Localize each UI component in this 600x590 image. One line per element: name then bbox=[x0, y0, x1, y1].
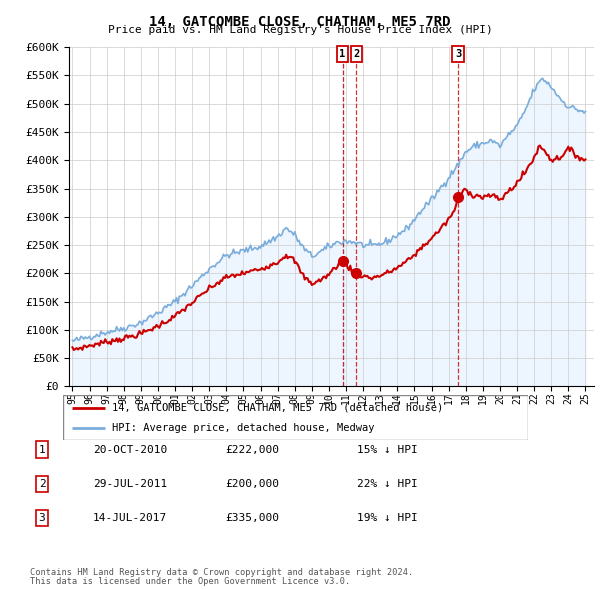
Text: 14-JUL-2017: 14-JUL-2017 bbox=[93, 513, 167, 523]
Text: 1: 1 bbox=[38, 445, 46, 454]
Text: 1: 1 bbox=[340, 49, 346, 59]
Text: 14, GATCOMBE CLOSE, CHATHAM, ME5 7RD (detached house): 14, GATCOMBE CLOSE, CHATHAM, ME5 7RD (de… bbox=[112, 403, 443, 412]
Text: 19% ↓ HPI: 19% ↓ HPI bbox=[357, 513, 418, 523]
Text: 2: 2 bbox=[38, 479, 46, 489]
Text: This data is licensed under the Open Government Licence v3.0.: This data is licensed under the Open Gov… bbox=[30, 578, 350, 586]
Text: £200,000: £200,000 bbox=[225, 479, 279, 489]
Text: 3: 3 bbox=[38, 513, 46, 523]
Text: Price paid vs. HM Land Registry's House Price Index (HPI): Price paid vs. HM Land Registry's House … bbox=[107, 25, 493, 35]
Text: £335,000: £335,000 bbox=[225, 513, 279, 523]
Text: HPI: Average price, detached house, Medway: HPI: Average price, detached house, Medw… bbox=[112, 424, 374, 434]
Text: 14, GATCOMBE CLOSE, CHATHAM, ME5 7RD: 14, GATCOMBE CLOSE, CHATHAM, ME5 7RD bbox=[149, 15, 451, 29]
Text: 20-OCT-2010: 20-OCT-2010 bbox=[93, 445, 167, 454]
Text: 29-JUL-2011: 29-JUL-2011 bbox=[93, 479, 167, 489]
Text: 22% ↓ HPI: 22% ↓ HPI bbox=[357, 479, 418, 489]
Text: 2: 2 bbox=[353, 49, 359, 59]
Text: Contains HM Land Registry data © Crown copyright and database right 2024.: Contains HM Land Registry data © Crown c… bbox=[30, 568, 413, 577]
Text: £222,000: £222,000 bbox=[225, 445, 279, 454]
Text: 3: 3 bbox=[455, 49, 461, 59]
Text: 15% ↓ HPI: 15% ↓ HPI bbox=[357, 445, 418, 454]
